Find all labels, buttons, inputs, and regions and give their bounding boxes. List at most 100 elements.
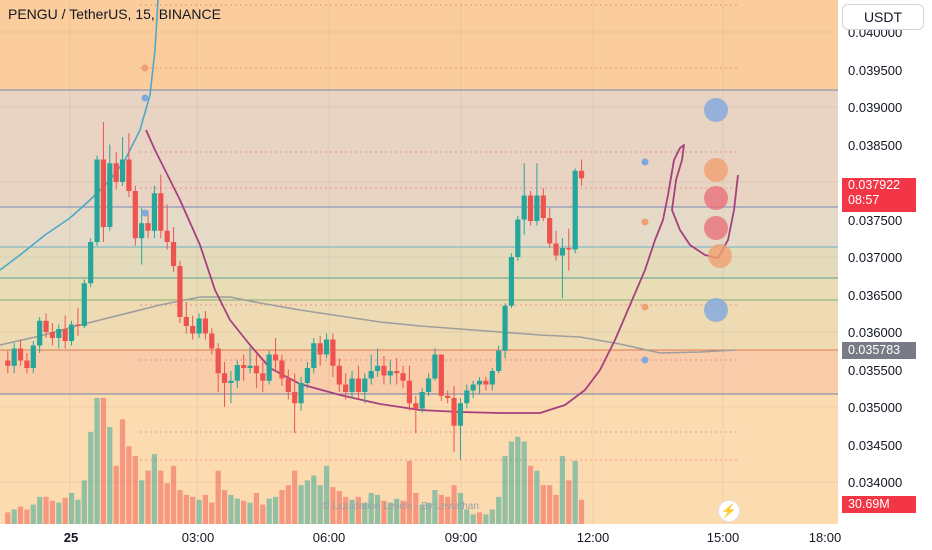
candle-body-58 [374, 365, 381, 371]
volume-bar-77 [496, 496, 502, 524]
candle-81 [521, 163, 527, 235]
candle-34 [221, 362, 228, 407]
zone-mid-low [0, 278, 838, 300]
y-tick-8: 0.036000 [848, 325, 902, 340]
candle-68 [438, 354, 444, 401]
candle-24 [158, 174, 164, 239]
volume-bar-30 [196, 499, 202, 524]
volume-bar-72 [464, 509, 470, 524]
candle-6 [43, 313, 49, 338]
volume-bar-49 [317, 485, 323, 524]
volume-bar-54 [349, 499, 355, 524]
ma-price-tag: 0.035783 [842, 342, 916, 359]
x-tick-2: 06:00 [313, 530, 346, 545]
candle-body-68 [438, 354, 444, 396]
volume-bar-20 [132, 456, 138, 524]
candle-body-40 [260, 373, 266, 381]
candle-64 [413, 395, 419, 434]
candle-42 [272, 338, 279, 371]
volume-bar-16 [107, 427, 113, 524]
candle-body-85 [547, 218, 553, 244]
candle-59 [381, 356, 387, 385]
volume-bar-28 [183, 494, 189, 524]
volume-bar-12 [81, 480, 87, 524]
candle-body-28 [183, 317, 189, 326]
candle-1 [11, 343, 17, 374]
volume-bar-65 [419, 504, 425, 524]
x-tick-3: 09:00 [445, 530, 478, 545]
candle-body-60 [387, 371, 393, 376]
candle-body-78 [502, 305, 508, 351]
candle-78 [502, 303, 508, 359]
candle-14 [94, 155, 100, 246]
volume-bar-59 [381, 500, 387, 524]
volume-bar-53 [343, 496, 349, 524]
volume-bar-70 [451, 485, 457, 524]
volume-bar-74 [476, 512, 483, 524]
volume-bar-76 [489, 509, 495, 524]
currency-button[interactable]: USDT [842, 4, 924, 30]
candle-70 [451, 386, 457, 452]
candle-4 [30, 341, 36, 374]
volume-bar-80 [515, 436, 521, 524]
candle-body-59 [381, 365, 387, 376]
candle-body-20 [132, 191, 138, 239]
volume-bar-85 [547, 485, 553, 524]
volume-bar-75 [483, 514, 489, 524]
candle-body-5 [37, 320, 43, 346]
candle-41 [266, 350, 272, 385]
candle-body-13 [88, 242, 94, 284]
candle-87 [559, 238, 566, 299]
x-tick-6: 18:00 [809, 530, 842, 545]
candle-90 [578, 159, 585, 186]
candle-51 [330, 333, 336, 377]
candle-3 [24, 353, 30, 374]
volume-bar-14 [94, 397, 100, 524]
candle-body-25 [164, 230, 170, 242]
y-tick-10: 0.035000 [848, 400, 902, 415]
volume-bar-13 [88, 431, 94, 524]
volume-bar-55 [355, 496, 362, 524]
candle-body-51 [330, 339, 336, 366]
volume-bar-87 [559, 456, 566, 524]
candle-54 [349, 371, 355, 398]
volume-bar-81 [521, 441, 527, 524]
volume-bar-15 [100, 397, 107, 524]
volume-bar-29 [190, 496, 196, 524]
candle-49 [317, 335, 323, 366]
candle-88 [566, 228, 572, 271]
candle-15 [100, 122, 107, 242]
volume-bar-69 [445, 496, 451, 524]
volume-bar-24 [158, 470, 164, 524]
candle-body-8 [56, 329, 62, 338]
candle-19 [126, 133, 132, 197]
candle-18 [119, 137, 126, 186]
candle-body-84 [540, 195, 546, 218]
candle-80 [515, 215, 521, 261]
volume-bar-48 [311, 475, 317, 524]
symbol-title: PENGU / TetherUS, 15, BINANCE [8, 6, 221, 22]
candle-36 [234, 360, 240, 389]
candle-47 [304, 362, 311, 389]
candle-11 [75, 308, 81, 336]
candle-body-83 [534, 195, 540, 221]
volume-bar-35 [228, 494, 234, 524]
candle-body-45 [292, 392, 298, 404]
candle-5 [37, 317, 43, 353]
candle-74 [476, 377, 483, 394]
candle-body-3 [24, 360, 30, 368]
liquidation-bubble-2 [704, 186, 728, 210]
candle-body-52 [336, 365, 342, 385]
flash-icon[interactable]: ⚡ [718, 500, 740, 522]
candle-45 [292, 373, 298, 434]
candle-body-19 [126, 159, 132, 191]
candle-89 [572, 168, 578, 254]
candle-body-16 [107, 163, 113, 227]
volume-bar-11 [75, 499, 81, 524]
candle-body-75 [483, 380, 489, 385]
volume-bar-86 [553, 494, 559, 524]
candle-body-73 [470, 384, 476, 391]
candle-8 [56, 324, 62, 349]
volume-bar-3 [24, 509, 30, 524]
